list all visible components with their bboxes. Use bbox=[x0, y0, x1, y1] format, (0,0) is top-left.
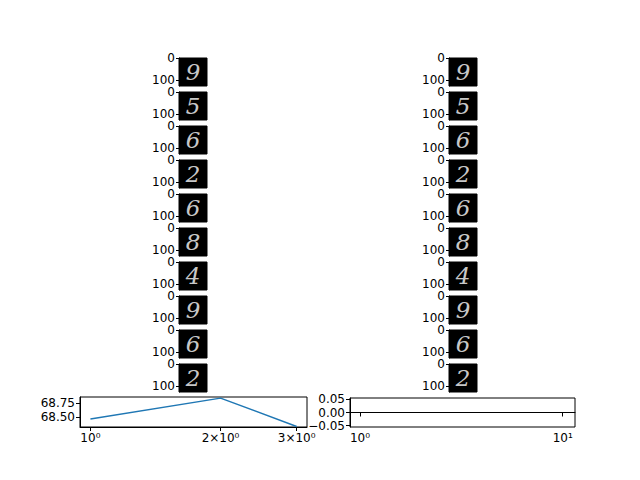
svg-text:10¹: 10¹ bbox=[553, 431, 573, 445]
svg-text:100: 100 bbox=[152, 310, 175, 325]
svg-text:5: 5 bbox=[186, 93, 201, 119]
svg-text:100: 100 bbox=[422, 344, 445, 359]
svg-text:100: 100 bbox=[152, 276, 175, 291]
svg-text:0: 0 bbox=[167, 187, 175, 201]
svg-text:3×10⁰: 3×10⁰ bbox=[278, 431, 316, 445]
svg-text:100: 100 bbox=[422, 379, 445, 393]
svg-text:8: 8 bbox=[186, 229, 201, 255]
svg-text:10⁰: 10⁰ bbox=[80, 431, 100, 445]
svg-text:4: 4 bbox=[455, 263, 471, 289]
svg-text:6: 6 bbox=[186, 127, 201, 153]
svg-text:100: 100 bbox=[152, 379, 175, 393]
svg-text:0: 0 bbox=[437, 85, 445, 99]
svg-text:6: 6 bbox=[456, 195, 471, 221]
svg-text:2: 2 bbox=[185, 161, 201, 187]
svg-text:68.50: 68.50 bbox=[41, 410, 75, 424]
svg-text:100: 100 bbox=[152, 106, 175, 121]
svg-text:0: 0 bbox=[437, 357, 445, 371]
svg-text:2: 2 bbox=[455, 161, 471, 187]
svg-text:100: 100 bbox=[422, 276, 445, 291]
svg-text:0: 0 bbox=[437, 289, 445, 303]
svg-text:100: 100 bbox=[422, 242, 445, 257]
svg-text:5: 5 bbox=[456, 93, 471, 119]
svg-text:0: 0 bbox=[167, 85, 175, 99]
svg-text:0: 0 bbox=[167, 51, 175, 65]
svg-text:0: 0 bbox=[167, 119, 175, 133]
svg-text:100: 100 bbox=[422, 208, 445, 223]
svg-text:0: 0 bbox=[167, 323, 175, 337]
svg-text:9: 9 bbox=[456, 297, 471, 323]
svg-text:10⁰: 10⁰ bbox=[350, 431, 370, 445]
svg-text:0: 0 bbox=[437, 187, 445, 201]
svg-text:68.75: 68.75 bbox=[41, 396, 75, 410]
svg-text:100: 100 bbox=[152, 344, 175, 359]
svg-text:2: 2 bbox=[185, 365, 201, 391]
svg-text:100: 100 bbox=[422, 174, 445, 189]
svg-text:100: 100 bbox=[152, 174, 175, 189]
svg-text:100: 100 bbox=[152, 208, 175, 223]
svg-text:6: 6 bbox=[456, 331, 471, 357]
svg-text:100: 100 bbox=[422, 310, 445, 325]
svg-text:0: 0 bbox=[167, 357, 175, 371]
svg-text:9: 9 bbox=[186, 59, 201, 85]
svg-text:100: 100 bbox=[422, 72, 445, 87]
svg-text:9: 9 bbox=[186, 297, 201, 323]
svg-text:4: 4 bbox=[185, 263, 201, 289]
svg-text:100: 100 bbox=[152, 72, 175, 87]
svg-text:0: 0 bbox=[437, 221, 445, 235]
svg-text:−0.05: −0.05 bbox=[308, 418, 345, 433]
svg-text:100: 100 bbox=[422, 106, 445, 121]
svg-text:100: 100 bbox=[152, 140, 175, 155]
svg-text:6: 6 bbox=[186, 195, 201, 221]
svg-text:0: 0 bbox=[437, 255, 445, 269]
svg-text:0: 0 bbox=[167, 255, 175, 269]
svg-text:2: 2 bbox=[455, 365, 471, 391]
svg-text:6: 6 bbox=[186, 331, 201, 357]
svg-text:9: 9 bbox=[456, 59, 471, 85]
svg-text:0: 0 bbox=[437, 323, 445, 337]
svg-text:0: 0 bbox=[437, 51, 445, 65]
svg-text:0: 0 bbox=[167, 289, 175, 303]
svg-text:0: 0 bbox=[167, 153, 175, 167]
svg-text:100: 100 bbox=[152, 242, 175, 257]
svg-text:0: 0 bbox=[437, 119, 445, 133]
svg-text:8: 8 bbox=[456, 229, 471, 255]
svg-text:2×10⁰: 2×10⁰ bbox=[202, 431, 240, 445]
svg-text:6: 6 bbox=[456, 127, 471, 153]
svg-text:0: 0 bbox=[437, 153, 445, 167]
svg-text:0: 0 bbox=[167, 221, 175, 235]
svg-text:100: 100 bbox=[422, 140, 445, 155]
svg-text:0.05: 0.05 bbox=[318, 392, 345, 406]
svg-text:0.00: 0.00 bbox=[318, 406, 345, 420]
